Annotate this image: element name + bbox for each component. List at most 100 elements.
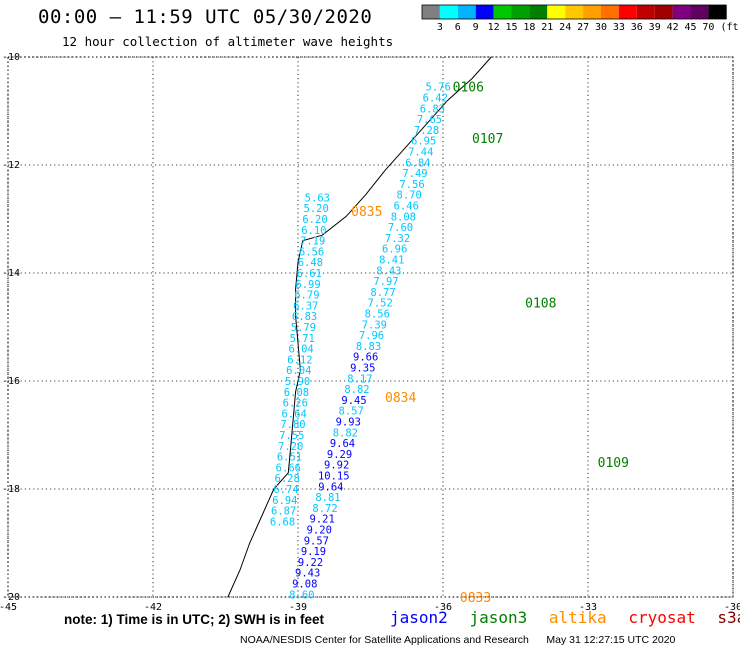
scale-label: 18: [523, 22, 535, 33]
wave-height-value: 6.83: [292, 311, 317, 323]
scale-swatch: [529, 5, 548, 19]
pass-id-label: 0109: [598, 456, 629, 471]
scale-label: 36: [631, 22, 643, 33]
wave-height-value: 7.44: [408, 147, 433, 159]
lon-tick-label: -33: [579, 602, 597, 613]
wave-height-value: 7.65: [417, 114, 442, 126]
wave-height-value: 6.51: [277, 452, 302, 464]
wave-height-value: 7.80: [280, 419, 305, 431]
wave-height-value: 8.56: [365, 309, 390, 321]
scale-label: 39: [649, 22, 661, 33]
lat-tick-label: -12: [2, 160, 20, 171]
wave-height-value: 8.81: [315, 492, 340, 504]
wave-height-value: 10.15: [318, 471, 350, 483]
wave-height-value: 6.28: [275, 473, 300, 485]
wave-height-value: 6.84: [405, 157, 430, 169]
scale-swatch: [708, 5, 727, 19]
wave-height-value: 9.64: [330, 438, 355, 450]
wave-height-value: 8.17: [347, 373, 372, 385]
scale-label: 33: [613, 22, 625, 33]
scale-swatch: [511, 5, 530, 19]
legend-altika: altika: [548, 608, 607, 627]
scale-frame: [421, 4, 727, 20]
scale-swatch: [636, 5, 655, 19]
wave-height-value: 9.64: [318, 481, 343, 493]
satellite-legend: jason2 jason3 altika cryosat s3a: [390, 608, 740, 627]
footer: NOAA/NESDIS Center for Satellite Applica…: [240, 634, 675, 646]
wave-height-value: 6.10: [301, 225, 326, 237]
scale-swatch: [457, 5, 476, 19]
wave-height-value: 9.20: [307, 525, 332, 537]
wave-height-value: 6.74: [273, 484, 298, 496]
wave-height-value: 8.41: [379, 255, 404, 267]
wave-height-value: 7.49: [402, 168, 427, 180]
lon-tick-label: -30: [724, 602, 740, 613]
scale-label: 70 (ft): [702, 22, 740, 33]
wave-height-value: 8.82: [344, 384, 369, 396]
wave-height-value: 8.43: [376, 265, 401, 277]
lon-tick-label: -45: [0, 602, 17, 613]
wave-height-value: 5.90: [285, 376, 310, 388]
wave-height-value: 6.46: [394, 201, 419, 213]
scale-label: 24: [559, 22, 571, 33]
scale-label: 9: [473, 22, 479, 33]
wave-height-value: 8.57: [339, 406, 364, 418]
axis-labels: -45 -42 -39 -36 -33 -30 -10 -12 -14 -16 -18 -20: [0, 52, 740, 613]
legend-s3a: s3a: [717, 608, 740, 627]
wave-height-value: 9.29: [327, 449, 352, 461]
pass-labels: 0106 0107 0108 0109 0835 0834 0833: [351, 81, 629, 606]
map-title: 00:00 – 11:59 UTC 05/30/2020: [38, 6, 373, 28]
map-grid: [7, 56, 734, 598]
scale-label: 3: [437, 22, 443, 33]
scale-label: 42: [667, 22, 679, 33]
wave-height-value: 6.42: [423, 93, 448, 105]
wave-height-value: 9.22: [298, 557, 323, 569]
wave-height-value: 7.19: [300, 236, 325, 248]
wave-height-value: 6.61: [297, 268, 322, 280]
wave-height-value: 6.12: [287, 354, 312, 366]
wave-height-value: 6.83: [420, 103, 445, 115]
wave-height-value: 6.94: [272, 495, 297, 507]
scale-swatch: [493, 5, 512, 19]
footer-credit: NOAA/NESDIS Center for Satellite Applica…: [240, 634, 529, 646]
wave-height-value: 9.19: [301, 546, 326, 558]
wave-height-value: 6.04: [288, 344, 313, 356]
wave-height-value: 9.35: [350, 363, 375, 375]
scale-swatch: [547, 5, 566, 19]
scale-swatch: [565, 5, 584, 19]
scale-swatch: [601, 5, 619, 19]
wave-height-value: 9.57: [304, 535, 329, 547]
wave-height-value: 6.37: [293, 300, 318, 312]
wave-height-value: 6.99: [295, 279, 320, 291]
wave-height-value: 6.20: [302, 214, 327, 226]
scale-label: 27: [577, 22, 589, 33]
wave-height-value: 6.48: [298, 257, 323, 269]
scale-swatch: [422, 5, 440, 19]
lon-tick-label: -42: [144, 602, 162, 613]
wave-height-value: 9.43: [295, 568, 320, 580]
lat-tick-label: -20: [2, 592, 20, 603]
wave-height-value: 7.52: [368, 298, 393, 310]
wave-height-value: 7.55: [279, 430, 304, 442]
pass-id-label: 0834: [385, 391, 416, 406]
altimeter-tracks: 5.766.426.837.657.286.957.446.847.497.56…: [270, 82, 451, 602]
scale-label: 6: [455, 22, 461, 33]
coastline: [227, 56, 492, 598]
map-subtitle: 12 hour collection of altimeter wave hei…: [62, 34, 394, 49]
wave-height-value: 8.08: [391, 211, 416, 223]
lat-tick-label: -18: [2, 484, 20, 495]
wave-height-value: 7.20: [278, 441, 303, 453]
wave-height-value: 9.08: [292, 579, 317, 591]
wave-height-value: 6.79: [294, 290, 319, 302]
wave-height-value: 6.64: [281, 408, 306, 420]
wave-height-value: 7.60: [388, 222, 413, 234]
wave-height-value: 7.96: [359, 330, 384, 342]
scale-label: 15: [505, 22, 517, 33]
wave-height-value: 9.66: [353, 352, 378, 364]
wave-height-value: 6.87: [271, 506, 296, 518]
pass-id-label: 0107: [472, 132, 503, 147]
lon-tick-label: -39: [289, 602, 307, 613]
wave-height-value: 8.70: [397, 190, 422, 202]
